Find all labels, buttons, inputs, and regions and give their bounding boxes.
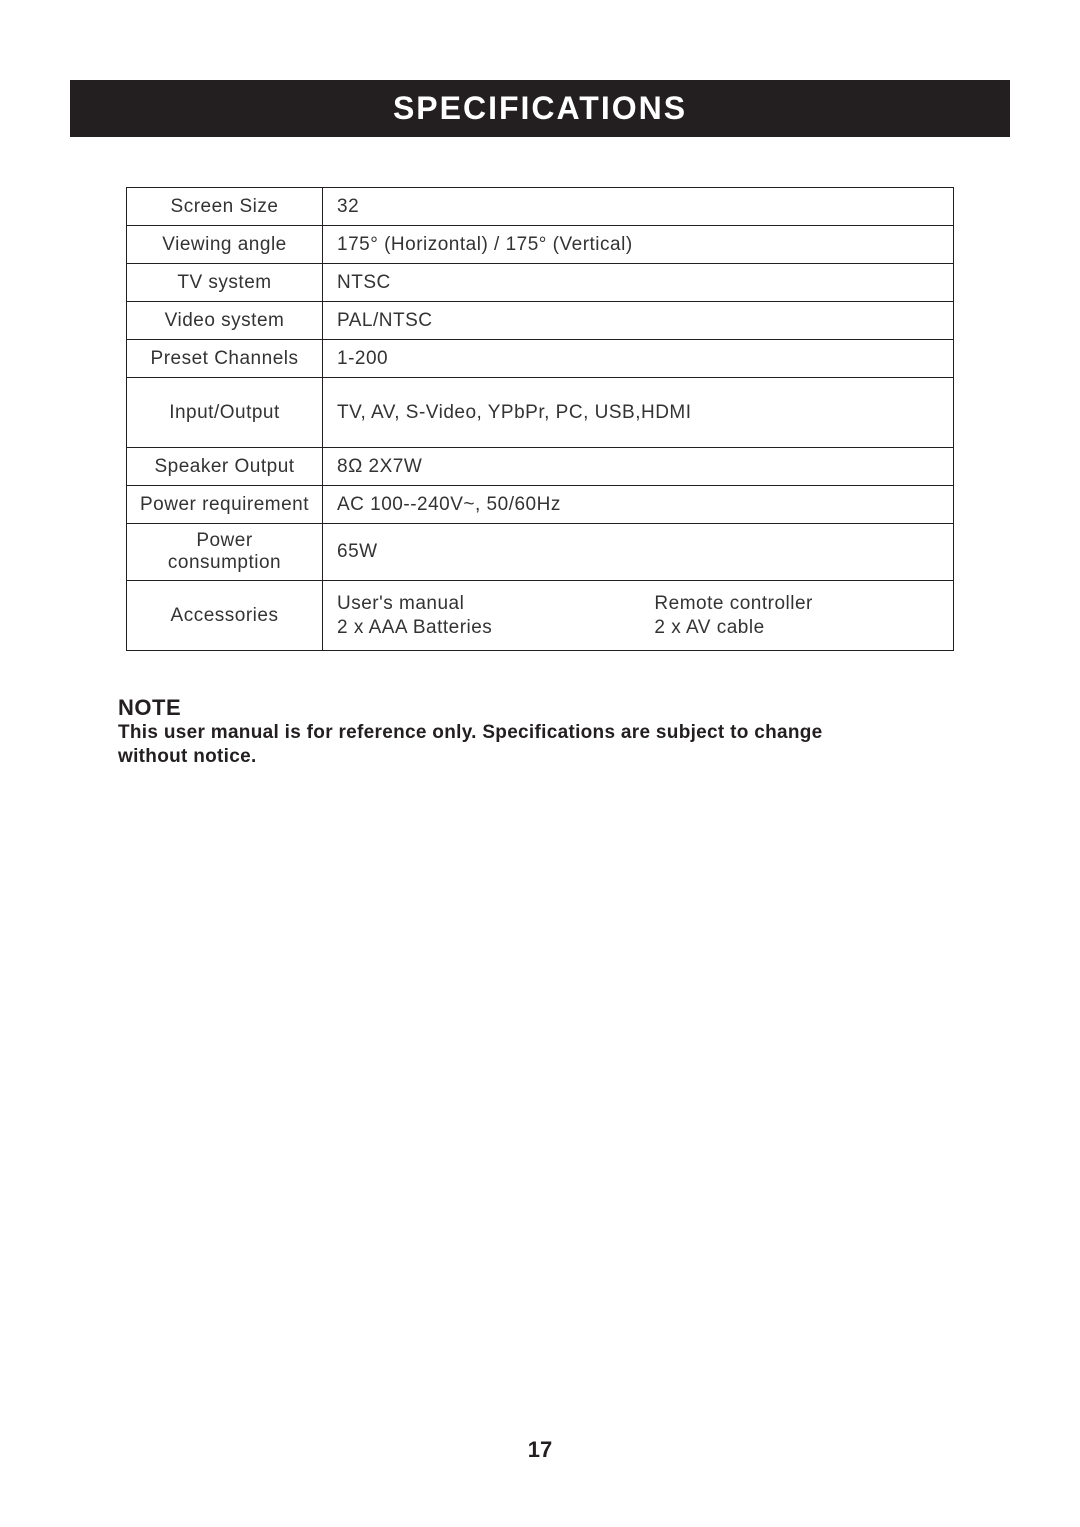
accessory-item: User's manual	[337, 593, 620, 615]
spec-label: Video system	[127, 302, 323, 340]
spec-label: Viewing angle	[127, 226, 323, 264]
spec-value: 175° (Horizontal) / 175° (Vertical)	[323, 226, 954, 264]
spec-value: 1-200	[323, 340, 954, 378]
spec-label: Power consumption	[127, 524, 323, 581]
table-row: Power requirement AC 100--240V~, 50/60Hz	[127, 486, 954, 524]
spec-label: Power requirement	[127, 486, 323, 524]
table-row: TV system NTSC	[127, 264, 954, 302]
note-heading: NOTE	[118, 695, 970, 721]
note-section: NOTE This user manual is for reference o…	[118, 695, 970, 769]
spec-label: Preset Channels	[127, 340, 323, 378]
spec-value: AC 100--240V~, 50/60Hz	[323, 486, 954, 524]
spec-value: 65W	[323, 524, 954, 581]
table-row: Video system PAL/NTSC	[127, 302, 954, 340]
spec-label: Accessories	[127, 581, 323, 651]
page-title: SPECIFICATIONS	[393, 90, 687, 126]
table-row: Preset Channels 1-200	[127, 340, 954, 378]
page-container: SPECIFICATIONS Screen Size 32 Viewing an…	[0, 0, 1080, 769]
spec-label: TV system	[127, 264, 323, 302]
accessory-item: 2 x AV cable	[654, 617, 941, 639]
spec-value: NTSC	[323, 264, 954, 302]
table-row: Input/Output TV, AV, S-Video, YPbPr, PC,…	[127, 378, 954, 448]
spec-value: 32	[323, 188, 954, 226]
table-row: Speaker Output 8Ω 2X7W	[127, 448, 954, 486]
spec-label: Speaker Output	[127, 448, 323, 486]
spec-label: Input/Output	[127, 378, 323, 448]
table-row: Screen Size 32	[127, 188, 954, 226]
accessory-item: Remote controller	[654, 593, 941, 615]
accessories-grid: User's manual Remote controller 2 x AAA …	[337, 593, 941, 639]
note-body: This user manual is for reference only. …	[118, 721, 970, 769]
spec-value: PAL/NTSC	[323, 302, 954, 340]
table-row: Viewing angle 175° (Horizontal) / 175° (…	[127, 226, 954, 264]
note-line-2: without notice.	[118, 746, 257, 767]
table-row-accessories: Accessories User's manual Remote control…	[127, 581, 954, 651]
accessory-item: 2 x AAA Batteries	[337, 617, 620, 639]
title-bar: SPECIFICATIONS	[70, 80, 1010, 137]
spec-label: Screen Size	[127, 188, 323, 226]
spec-value: TV, AV, S-Video, YPbPr, PC, USB,HDMI	[323, 378, 954, 448]
spec-value: 8Ω 2X7W	[323, 448, 954, 486]
page-number: 17	[0, 1437, 1080, 1463]
spec-table: Screen Size 32 Viewing angle 175° (Horiz…	[126, 187, 954, 651]
spec-value-accessories: User's manual Remote controller 2 x AAA …	[323, 581, 954, 651]
note-line-1: This user manual is for reference only. …	[118, 722, 823, 743]
table-row: Power consumption 65W	[127, 524, 954, 581]
